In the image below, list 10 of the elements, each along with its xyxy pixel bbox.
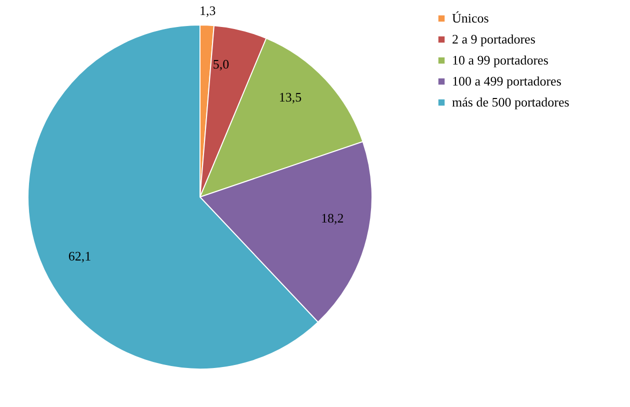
legend-label: 100 a 499 portadores — [452, 74, 562, 88]
data-label: 13,5 — [278, 90, 302, 105]
data-label: 18,2 — [321, 210, 344, 226]
data-label: 1,3 — [199, 3, 216, 18]
legend-label: Únicos — [452, 10, 489, 26]
data-label: 5,0 — [212, 56, 230, 72]
legend-label: 2 a 9 portadores — [452, 32, 536, 46]
legend-label: más de 500 portadores — [452, 94, 570, 110]
legend-label: 10 a 99 portadores — [452, 52, 548, 68]
data-label: 62,1 — [68, 248, 92, 264]
